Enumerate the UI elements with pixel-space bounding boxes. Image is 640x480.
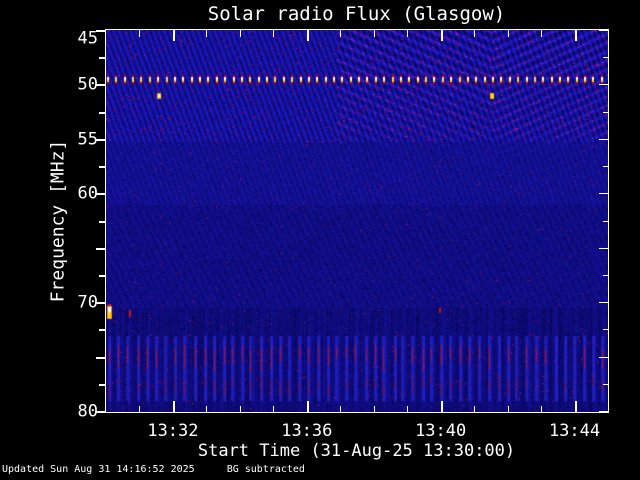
x-tick <box>374 406 375 412</box>
x-tick-label: 13:44 <box>548 421 601 441</box>
y-tick-label: 80 <box>77 401 98 422</box>
x-tick <box>206 406 207 412</box>
x-tick <box>474 406 475 412</box>
y-tick <box>599 84 608 85</box>
x-tick-label: 13:36 <box>281 421 333 441</box>
y-tick <box>599 411 608 412</box>
x-tick <box>407 30 408 37</box>
y-tick-label: 45 <box>77 28 98 49</box>
updated-timestamp: Updated Sun Aug 31 14:16:52 2025 <box>2 464 195 475</box>
y-tick <box>96 411 105 413</box>
x-tick <box>508 30 509 37</box>
y-tick <box>99 166 105 168</box>
y-tick <box>99 329 105 331</box>
y-tick <box>599 30 608 31</box>
y-tick <box>96 357 105 359</box>
x-tick-label: 13:32 <box>147 421 199 441</box>
plot-area <box>105 29 609 413</box>
x-tick <box>575 30 577 41</box>
x-tick <box>307 30 309 41</box>
y-tick <box>96 193 105 195</box>
x-tick <box>340 30 341 37</box>
y-tick-label: 50 <box>77 74 98 95</box>
y-tick <box>96 248 105 250</box>
y-tick <box>99 384 105 386</box>
y-tick <box>603 57 608 58</box>
x-tick <box>508 406 509 412</box>
bg-subtracted-note: BG subtracted <box>226 464 305 475</box>
x-tick <box>240 30 241 37</box>
x-tick <box>340 406 341 412</box>
y-axis-label: Frequency [MHz] <box>47 139 69 303</box>
y-tick <box>96 139 105 141</box>
y-tick <box>96 84 105 86</box>
x-tick <box>441 30 443 41</box>
y-tick-label: 55 <box>77 129 98 150</box>
x-tick <box>307 401 309 412</box>
y-tick <box>603 275 608 276</box>
x-tick <box>139 406 140 412</box>
x-tick <box>206 30 207 37</box>
x-tick <box>374 30 375 37</box>
y-tick <box>96 302 105 304</box>
y-tick <box>99 57 105 59</box>
x-tick <box>173 30 175 41</box>
x-tick-label: 13:40 <box>415 421 467 441</box>
x-tick <box>273 406 274 412</box>
y-tick-label: 70 <box>77 292 98 313</box>
y-tick <box>99 112 105 114</box>
x-tick <box>575 401 577 412</box>
x-tick <box>541 30 542 37</box>
x-tick <box>541 406 542 412</box>
y-tick <box>603 112 608 113</box>
y-tick <box>599 193 608 194</box>
x-tick <box>441 401 443 412</box>
x-tick <box>474 30 475 37</box>
x-tick <box>139 30 140 37</box>
y-tick <box>599 139 608 140</box>
x-tick <box>407 406 408 412</box>
chart-title: Solar radio Flux (Glasgow) <box>207 3 506 25</box>
y-tick <box>599 357 608 358</box>
y-tick <box>96 30 105 32</box>
y-tick <box>99 275 105 277</box>
y-tick-label: 60 <box>77 183 98 204</box>
y-tick <box>603 166 608 167</box>
y-tick <box>603 221 608 222</box>
y-tick <box>603 329 608 330</box>
y-tick <box>603 384 608 385</box>
x-tick <box>273 30 274 37</box>
x-axis-label: Start Time (31-Aug-25 13:30:00) <box>197 441 516 461</box>
y-tick <box>99 221 105 223</box>
spectrogram-canvas <box>106 30 608 412</box>
y-tick <box>599 302 608 303</box>
y-tick <box>599 248 608 249</box>
x-tick <box>173 401 175 412</box>
x-tick <box>240 406 241 412</box>
footer: Updated Sun Aug 31 14:16:52 2025 BG subt… <box>2 464 305 475</box>
